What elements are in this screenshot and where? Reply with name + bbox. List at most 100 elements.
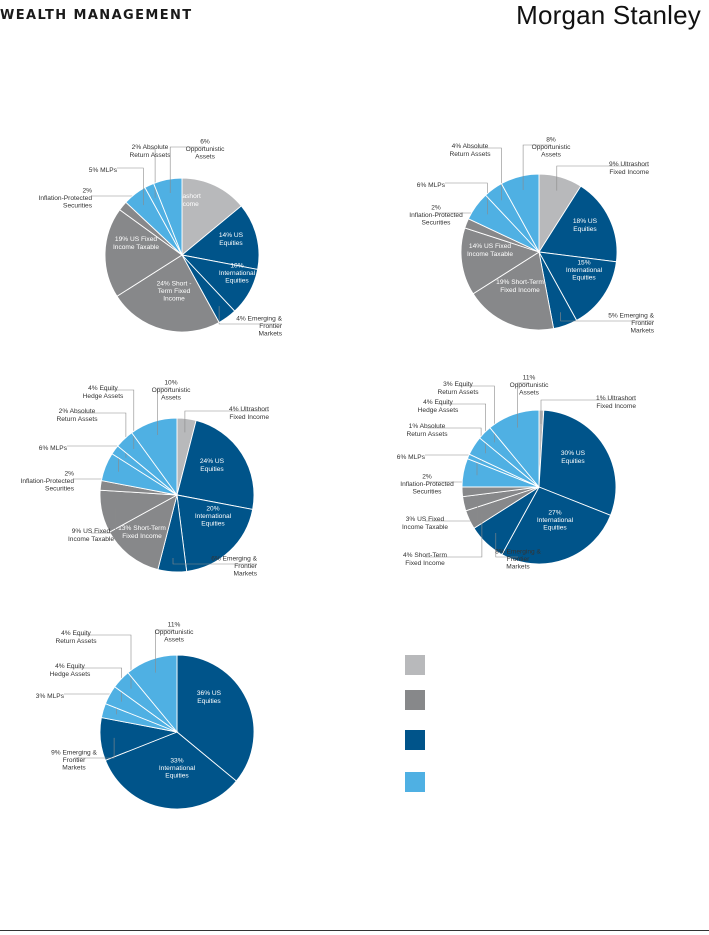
pie-5-label-7: 11% Opportunistic Assets xyxy=(155,621,195,643)
pie-1-label-5: 24% Short -Term Fixed Income xyxy=(157,280,192,302)
pie-5-leader-7 xyxy=(155,629,174,673)
pie-2-slice-6 xyxy=(460,227,541,295)
pie-3-label-10: 4% Equity Hedge Assets xyxy=(83,385,124,400)
pie-2-label-10: 8% Opportunistic Assets xyxy=(532,136,572,158)
pie-2-label-4: 5% Emerging & Frontier Markets xyxy=(608,312,655,334)
pie-4-label-7: 2% Inflation-Protected Securities xyxy=(400,473,454,495)
legend-swatch-navy xyxy=(405,730,425,750)
pie-1-slice-6 xyxy=(104,209,183,297)
pie-2-label-7: 2% Inflation-Protected Securities xyxy=(409,204,463,226)
pie-1-slice-2 xyxy=(180,205,260,270)
pie-1-leader-9 xyxy=(150,148,156,198)
pie-5-label-6: 4% Equity Return Assets xyxy=(55,630,97,645)
pie-1-label-8: 5% MLPs xyxy=(89,167,118,174)
pie-4-leader-4 xyxy=(495,533,518,558)
pie-4-leader-11 xyxy=(458,385,495,443)
pie-1-label-4: 4% Emerging & Frontier Markets xyxy=(236,315,283,337)
pie-2-slice-2 xyxy=(538,185,618,263)
pie-4-slice-2 xyxy=(538,409,617,516)
pie-3-label-3: 20% International Equities xyxy=(195,505,232,527)
pie-1-slice-5 xyxy=(116,254,220,333)
pie-1-label-2: 14% US Equities xyxy=(219,232,244,247)
pie-4-label-11: 3% Equity Return Assets xyxy=(437,381,479,396)
pie-3-leader-6 xyxy=(91,508,116,534)
wealth-management-header: WEALTH MANAGEMENT xyxy=(0,8,193,23)
pie-1-slice-1 xyxy=(181,177,242,256)
pie-5-label-5: 4% Equity Hedge Assets xyxy=(50,663,91,678)
pie-chart-4: 1% Ultrashort Fixed Income 30% US Equities 2… xyxy=(397,374,637,570)
pie-2-leader-1 xyxy=(556,165,649,191)
pie-2-label-1: 9% Ultrashort Fixed Income xyxy=(609,161,649,176)
pie-2-leader-10 xyxy=(522,144,551,190)
pie-chart-5: 36% US Equities 33% International Equities 9%… xyxy=(36,621,255,810)
pie-4-label-3: 27% International Equities xyxy=(537,509,574,531)
pie-2-slice-3 xyxy=(538,251,617,321)
pie-chart-3: 4% Ultrashort Fixed Income 24% US Equities 2… xyxy=(20,379,269,577)
pie-3-label-5: 13% Short-Term Fixed Income xyxy=(118,525,166,540)
pie-chart-2: 9% Ultrashort Fixed Income 18% US Equities 1… xyxy=(409,136,655,334)
pie-5-label-1: 36% US Equities xyxy=(197,690,222,705)
pie-1-leader-8 xyxy=(117,167,144,206)
pie-4-leader-5 xyxy=(425,513,483,558)
pie-2-label-3: 15% International Equities xyxy=(566,259,603,281)
pie-2-slice-5 xyxy=(472,251,555,331)
pie-4-label-8: 6% MLPs xyxy=(397,454,426,461)
pie-3-leader-4 xyxy=(172,558,257,565)
pie-3-slice-11 xyxy=(131,417,178,497)
pie-2-slice-10 xyxy=(500,173,540,253)
pie-4-leader-1 xyxy=(540,399,636,424)
pie-5-label-2: 33% International Equities xyxy=(159,757,196,779)
pie-4-label-4: 8% Emerging & Frontier Markets xyxy=(495,548,541,570)
pie-1-label-3: 10% International Equities xyxy=(219,262,256,284)
pie-1-slice-10 xyxy=(153,177,183,256)
pie-2-label-5: 19% Short-Term Fixed Income xyxy=(496,279,544,294)
pie-5-label-4: 3% MLPs xyxy=(36,693,65,700)
pie-5-slice-7 xyxy=(127,654,178,734)
pie-3-label-1: 4% Ultrashort Fixed Income xyxy=(229,406,269,421)
pie-4-leader-12 xyxy=(517,382,529,428)
pie-5-slice-2 xyxy=(104,731,237,810)
pie-2-label-2: 18% US Equities xyxy=(573,218,598,233)
pie-5-label-3: 9% Emerging & Frontier Markets xyxy=(51,749,97,771)
pie-4-slice-3 xyxy=(501,486,612,565)
legend-swatch-light-blue xyxy=(405,772,425,792)
pie-2-leader-4 xyxy=(560,312,654,322)
pie-1-leader-10 xyxy=(169,146,205,193)
pie-4-label-2: 30% US Equities xyxy=(561,450,586,465)
pie-5-slice-1 xyxy=(176,654,255,782)
pie-3-leader-10 xyxy=(103,389,135,449)
pie-4-label-1: 1% Ultrashort Fixed Income xyxy=(596,395,636,410)
pie-4-leader-6 xyxy=(425,500,478,522)
pie-3-leader-1 xyxy=(184,410,269,433)
pie-3-label-2: 24% US Equities xyxy=(200,458,225,473)
footer-rule xyxy=(0,930,709,931)
pie-2-label-8: 6% MLPs xyxy=(417,182,446,189)
pie-2-leader-8 xyxy=(445,182,488,215)
pie-4-label-12: 11% Opportunistic Assets xyxy=(510,374,550,396)
pie-4-label-5: 4% Short-Term Fixed Income xyxy=(403,552,447,567)
pie-3-label-9: 2% Absolute Return Assets xyxy=(56,408,98,423)
pie-1-label-6: 19% US Fixed Income Taxable xyxy=(113,236,159,251)
pie-4-label-10: 4% Equity Hedge Assets xyxy=(418,399,459,414)
pie-1-label-10: 6% Opportunistic Assets xyxy=(186,138,226,160)
pie-4-label-6: 3% US Fixed Income Taxable xyxy=(402,516,448,531)
pie-3-label-11: 10% Opportunistic Assets xyxy=(152,379,192,401)
pie-2-label-6: 14% US Fixed Income Taxable xyxy=(467,243,513,258)
pie-3-label-8: 6% MLPs xyxy=(39,445,68,452)
pie-1-label-9: 2% Absolute Return Assets xyxy=(129,144,171,159)
pie-4-label-9: 1% Absolute Return Assets xyxy=(406,423,448,438)
legend-swatch-dark-gray xyxy=(405,690,425,710)
pie-3-label-7: 2% Inflation-Protected Securities xyxy=(20,470,74,492)
pie-2-label-9: 4% Absolute Return Assets xyxy=(449,143,491,158)
pie-3-leader-11 xyxy=(157,387,171,435)
pie-3-slice-2 xyxy=(176,419,255,510)
pie-1-leader-4 xyxy=(218,306,282,325)
pie-2-leader-9 xyxy=(470,147,502,201)
legend-swatch-light-gray xyxy=(405,655,425,675)
pie-5-leader-3 xyxy=(74,737,115,759)
morgan-stanley-logo: Morgan Stanley xyxy=(516,0,701,30)
pie-4-slice-12 xyxy=(489,409,540,489)
pie-3-slice-3 xyxy=(176,494,254,572)
